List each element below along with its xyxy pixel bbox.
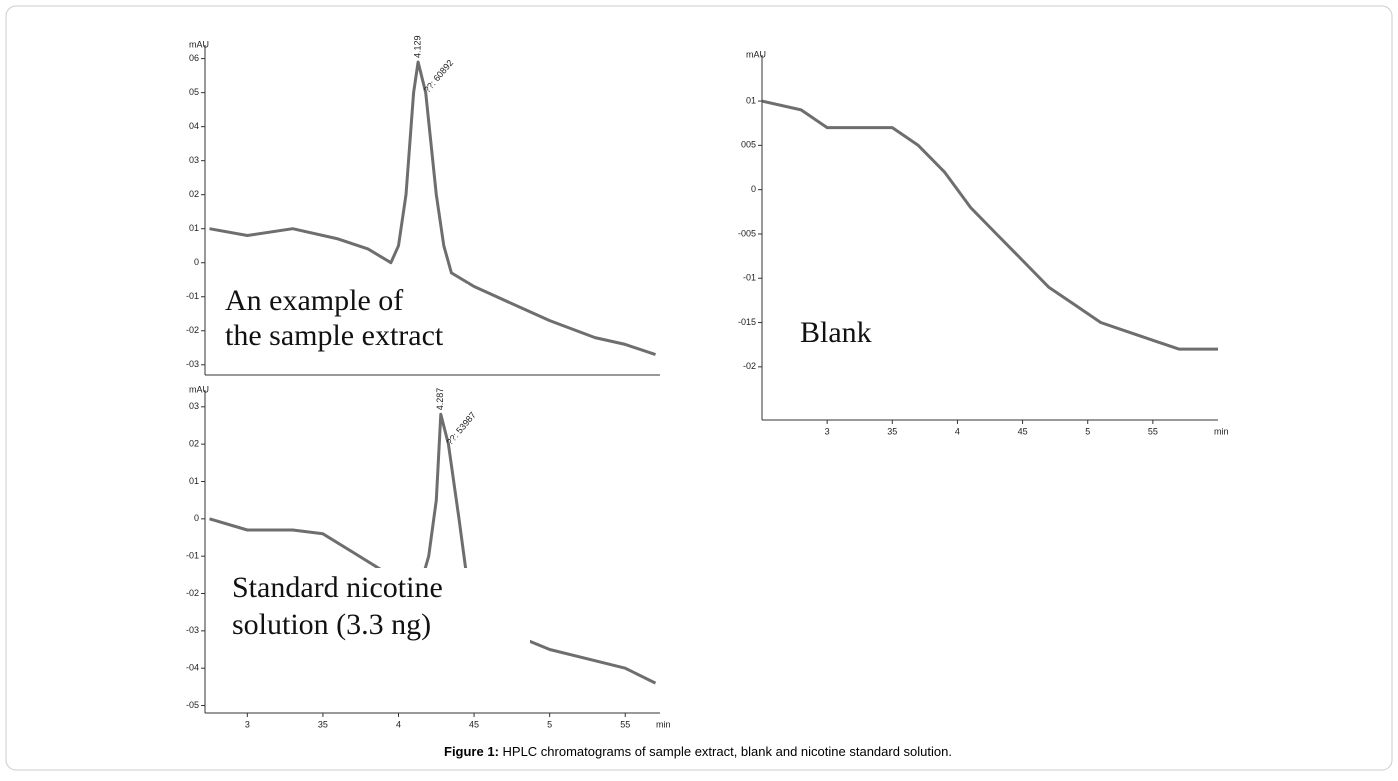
caption-text: HPLC chromatograms of sample extract, bl… xyxy=(499,744,952,759)
y-tick-label: 03 xyxy=(189,401,199,411)
y-tick-label: -02 xyxy=(743,361,756,371)
annotation: Blank xyxy=(800,316,872,349)
y-tick-label: 03 xyxy=(189,155,199,165)
x-tick-label: 55 xyxy=(1148,426,1158,436)
x-tick-label: 4 xyxy=(955,426,960,436)
annotation: Standard nicotine xyxy=(232,571,443,604)
y-tick-label: -03 xyxy=(186,625,199,635)
y-tick-label: -01 xyxy=(743,273,756,283)
x-axis-label: min xyxy=(1214,426,1229,436)
annotation: solution (3.3 ng) xyxy=(232,608,431,641)
caption-label: Figure 1: xyxy=(444,744,499,759)
x-tick-label: 55 xyxy=(620,719,630,729)
y-axis-label: mAU xyxy=(189,384,209,394)
x-tick-label: 45 xyxy=(469,719,479,729)
peak-time: 4.287 xyxy=(435,388,445,411)
caption: Figure 1: HPLC chromatograms of sample e… xyxy=(444,744,952,759)
y-tick-label: -03 xyxy=(186,359,199,369)
y-tick-label: 0 xyxy=(194,513,199,523)
frame xyxy=(5,5,1393,771)
y-tick-label: 0 xyxy=(194,257,199,267)
annotation: the sample extract xyxy=(225,319,444,352)
y-tick-label: 05 xyxy=(189,87,199,97)
y-tick-label: 01 xyxy=(189,223,199,233)
x-tick-label: 5 xyxy=(547,719,552,729)
y-tick-label: 01 xyxy=(746,95,756,105)
y-tick-label: -01 xyxy=(186,291,199,301)
y-tick-label: 02 xyxy=(189,439,199,449)
x-tick-label: 4 xyxy=(396,719,401,729)
y-tick-label: 06 xyxy=(189,53,199,63)
peak-time: 4.129 xyxy=(413,35,423,58)
y-tick-label: -01 xyxy=(186,551,199,561)
y-tick-label: 0 xyxy=(751,184,756,194)
y-axis-label: mAU xyxy=(189,39,209,49)
chromatogram xyxy=(761,99,1218,351)
x-tick-label: 3 xyxy=(245,719,250,729)
y-tick-label: -05 xyxy=(186,700,199,710)
x-tick-label: 35 xyxy=(318,719,328,729)
x-tick-label: 5 xyxy=(1085,426,1090,436)
chromatogram xyxy=(209,60,656,357)
x-tick-label: 45 xyxy=(1018,426,1028,436)
y-tick-label: -02 xyxy=(186,325,199,335)
y-tick-label: 005 xyxy=(741,140,756,150)
y-tick-label: -005 xyxy=(738,228,756,238)
y-tick-label: 02 xyxy=(189,189,199,199)
annotation-box xyxy=(218,284,468,374)
x-axis-label: min xyxy=(656,719,671,729)
y-tick-label: -015 xyxy=(738,317,756,327)
y-axis-label: mAU xyxy=(746,49,766,59)
annotation-box xyxy=(792,312,912,360)
x-tick-label: 3 xyxy=(825,426,830,436)
x-tick-label: 35 xyxy=(887,426,897,436)
annotation: An example of xyxy=(225,284,403,317)
y-tick-label: -04 xyxy=(186,663,199,673)
y-tick-label: -02 xyxy=(186,588,199,598)
chromatogram xyxy=(209,412,657,685)
annotation-box xyxy=(225,568,530,668)
y-tick-label: 04 xyxy=(189,121,199,131)
y-tick-label: 01 xyxy=(189,476,199,486)
